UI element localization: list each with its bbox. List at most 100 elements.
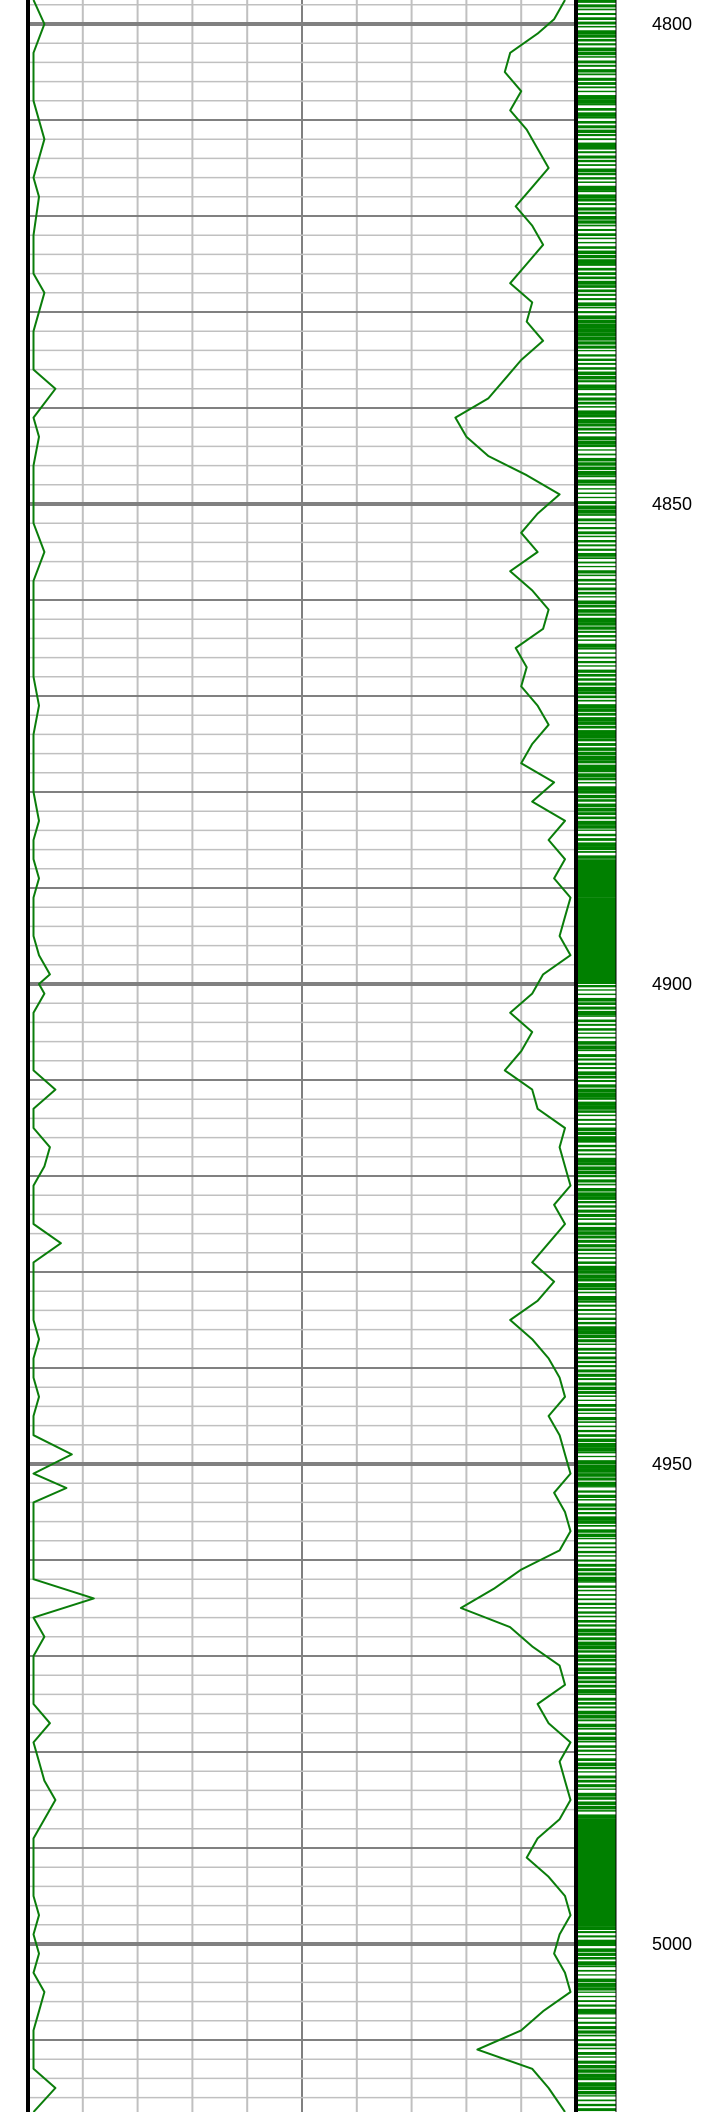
pattern-solid-bar: [578, 1819, 616, 1925]
pattern-bar: [578, 246, 616, 249]
pattern-bar: [578, 2077, 616, 2081]
pattern-bar: [578, 25, 616, 28]
pattern-bar: [578, 730, 616, 735]
pattern-bar: [578, 1995, 616, 1998]
pattern-bar: [578, 1810, 616, 1812]
pattern-bar: [578, 678, 616, 681]
pattern-bar: [578, 393, 616, 396]
pattern-bar: [578, 492, 616, 495]
pattern-bar: [578, 1162, 616, 1166]
pattern-bar: [578, 1170, 616, 1175]
pattern-bar: [578, 1192, 616, 1197]
pattern-bar: [578, 1723, 616, 1728]
pattern-bar: [578, 561, 616, 564]
pattern-bar: [578, 116, 616, 119]
pattern-bar: [578, 306, 616, 309]
pattern-bar: [578, 1762, 616, 1767]
pattern-bar: [578, 207, 616, 211]
pattern-bar: [578, 1270, 616, 1274]
pattern-bar: [578, 1054, 616, 1058]
pattern-bar: [578, 125, 616, 129]
pattern-bar: [578, 2099, 616, 2102]
pattern-bar: [578, 211, 616, 215]
pattern-bar: [578, 1602, 616, 1606]
pattern-bar: [578, 1520, 616, 1524]
pattern-bar: [578, 587, 616, 591]
pattern-bar: [578, 1753, 616, 1756]
pattern-bar: [578, 332, 616, 337]
pattern-bar: [578, 1265, 616, 1271]
pattern-bar: [578, 1175, 616, 1178]
pattern-bar: [578, 1477, 616, 1481]
pattern-bar: [578, 838, 616, 841]
pattern-bar: [578, 1196, 616, 1200]
pattern-bar: [578, 1546, 616, 1549]
depth-tick-label: 4950: [652, 1454, 692, 1474]
pattern-bar: [578, 639, 616, 641]
pattern-bar: [578, 1563, 616, 1567]
pattern-bar: [578, 1183, 616, 1186]
pattern-bar: [578, 216, 616, 220]
pattern-bar: [578, 185, 616, 191]
pattern-bar: [578, 432, 616, 434]
pattern-bar: [578, 1961, 616, 1966]
pattern-bar: [578, 0, 616, 3]
pattern-bar: [578, 181, 616, 183]
pattern-bar: [578, 1632, 616, 1636]
pattern-bar: [578, 660, 616, 664]
pattern-bar: [578, 479, 616, 484]
pattern-bar: [578, 311, 616, 314]
pattern-bar: [578, 263, 616, 266]
pattern-bar: [578, 1006, 616, 1010]
pattern-bar: [578, 1706, 616, 1709]
pattern-bar: [578, 1347, 616, 1351]
pattern-bar: [578, 1615, 616, 1618]
pattern-bar: [578, 1702, 616, 1705]
pattern-bar: [578, 2047, 616, 2050]
pattern-bar: [578, 2086, 616, 2090]
pattern-bar: [578, 786, 616, 791]
pattern-bar: [578, 993, 616, 996]
pattern-bar: [578, 2095, 616, 2097]
pattern-bar: [578, 1490, 616, 1493]
pattern-bar: [578, 652, 616, 654]
pattern-bar: [578, 276, 616, 280]
pattern-bar: [578, 544, 616, 547]
pattern-bar: [578, 1101, 616, 1106]
pattern-bar: [578, 682, 616, 686]
pattern-bar: [578, 410, 616, 415]
pattern-bar: [578, 86, 616, 89]
pattern-bar: [578, 1736, 616, 1741]
pattern-bar: [578, 1218, 616, 1220]
pattern-bar: [578, 172, 616, 176]
pattern-bar: [578, 552, 616, 557]
pattern-bar: [578, 1412, 616, 1414]
pattern-bar: [578, 522, 616, 525]
pattern-bar: [578, 799, 616, 802]
pattern-bar: [578, 1451, 616, 1454]
pattern-bar: [578, 501, 616, 505]
pattern-bar: [578, 1589, 616, 1592]
pattern-bar: [578, 1715, 616, 1719]
pattern-bar: [578, 1019, 616, 1023]
left-curve-line: [32, 0, 95, 2112]
pattern-bar: [578, 669, 616, 673]
pattern-bar: [578, 1555, 616, 1557]
pattern-bar: [578, 1611, 616, 1614]
pattern-bar: [578, 177, 616, 180]
pattern-bar: [578, 1071, 616, 1076]
pattern-bar: [578, 1421, 616, 1423]
pattern-bar: [578, 483, 616, 486]
pattern-bar: [578, 1386, 616, 1391]
pattern-bar: [578, 423, 616, 427]
pattern-bar: [578, 43, 616, 46]
pattern-bar: [578, 328, 616, 333]
pattern-track: [578, 0, 616, 2112]
pattern-bar: [578, 82, 616, 85]
pattern-bar: [578, 1304, 616, 1307]
pattern-bar: [578, 1023, 616, 1026]
pattern-bar: [578, 1002, 616, 1005]
pattern-bar: [578, 1425, 616, 1428]
pattern-bar: [578, 1952, 616, 1956]
pattern-bar: [578, 760, 616, 764]
